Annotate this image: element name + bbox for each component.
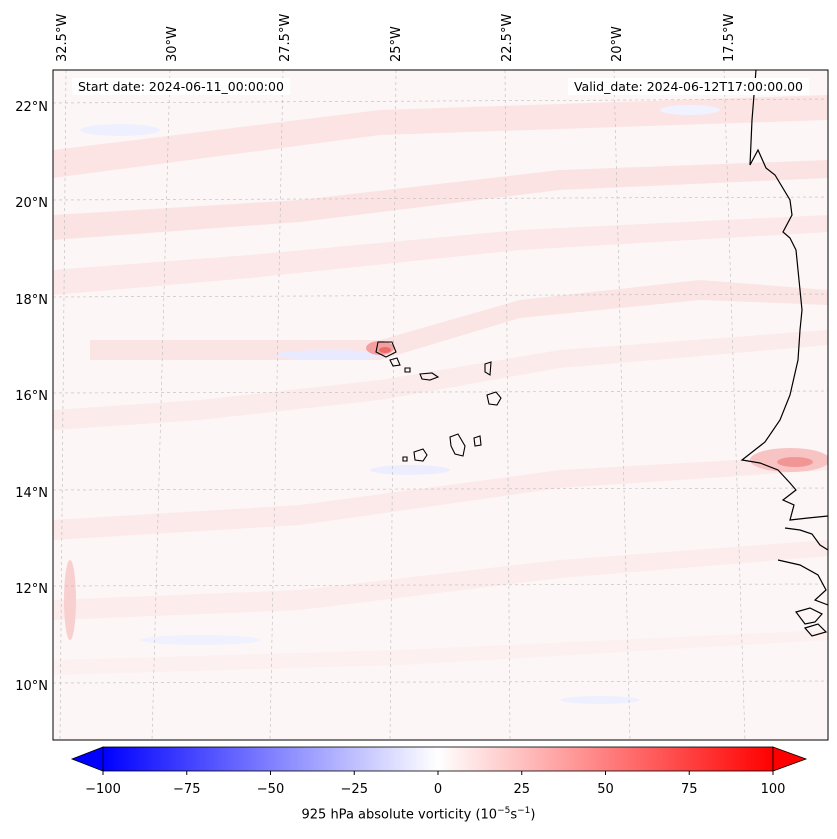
colorbar-tick-label: 0 <box>434 782 442 797</box>
colorbar-gradient <box>102 746 774 772</box>
colorbar-title-exp1: −5 <box>497 806 511 816</box>
colorbar-extend-low <box>70 746 104 772</box>
lon-label: 30°W <box>165 26 180 62</box>
colorbar-title-mid: s <box>510 807 518 823</box>
lat-label: 22°N <box>15 100 48 115</box>
start-date-label: Start date: 2024-06-11_00:00:00 <box>72 78 290 95</box>
colorbar-tick-label: 50 <box>597 782 614 797</box>
colorbar-tick-label: 100 <box>761 782 786 797</box>
lat-label: 18°N <box>15 293 48 308</box>
lat-label: 20°N <box>15 196 48 211</box>
vorticity-field <box>53 95 828 704</box>
coastline <box>740 70 828 637</box>
lon-label: 25°W <box>389 26 404 62</box>
lat-label: 10°N <box>15 679 48 694</box>
colorbar-title-exp2: −1 <box>517 806 531 816</box>
colorbar-ticks: −100 −75 −50 −25 0 25 50 75 100 <box>85 771 785 797</box>
lat-label: 12°N <box>15 582 48 597</box>
longitude-labels: 32.5°W 30°W 27.5°W 25°W 22.5°W 20°W 17.5… <box>55 14 737 62</box>
colorbar-tick-label: −75 <box>173 782 200 797</box>
lon-label: 22.5°W <box>500 14 515 62</box>
lon-label: 17.5°W <box>722 14 737 62</box>
lon-label: 32.5°W <box>55 14 70 62</box>
colorbar-title-text: 925 hPa absolute vorticity (10 <box>301 807 498 823</box>
colorbar-title: 925 hPa absolute vorticity (10−5s−1) <box>0 806 837 822</box>
lat-label: 16°N <box>15 389 48 404</box>
colorbar-title-end: ) <box>530 807 536 823</box>
latitude-labels: 22°N 20°N 18°N 16°N 14°N 12°N 10°N <box>15 100 48 694</box>
lon-label: 20°W <box>610 26 625 62</box>
valid-date-label: Valid_date: 2024-06-12T17:00:00.00 <box>567 78 809 95</box>
colorbar-tick-label: −50 <box>257 782 284 797</box>
colorbar: −100 −75 −50 −25 0 25 50 75 100 <box>70 746 808 797</box>
colorbar-extend-high <box>772 746 808 772</box>
colorbar-tick-label: 25 <box>513 782 530 797</box>
lat-label: 14°N <box>15 486 48 501</box>
islands <box>375 341 502 462</box>
map-panel <box>52 69 829 741</box>
lon-label: 27.5°W <box>278 14 293 62</box>
colorbar-tick-label: −25 <box>341 782 368 797</box>
graticule <box>53 70 828 740</box>
colorbar-tick-label: −100 <box>85 782 121 797</box>
map-frame <box>52 69 829 741</box>
colorbar-tick-label: 75 <box>681 782 698 797</box>
